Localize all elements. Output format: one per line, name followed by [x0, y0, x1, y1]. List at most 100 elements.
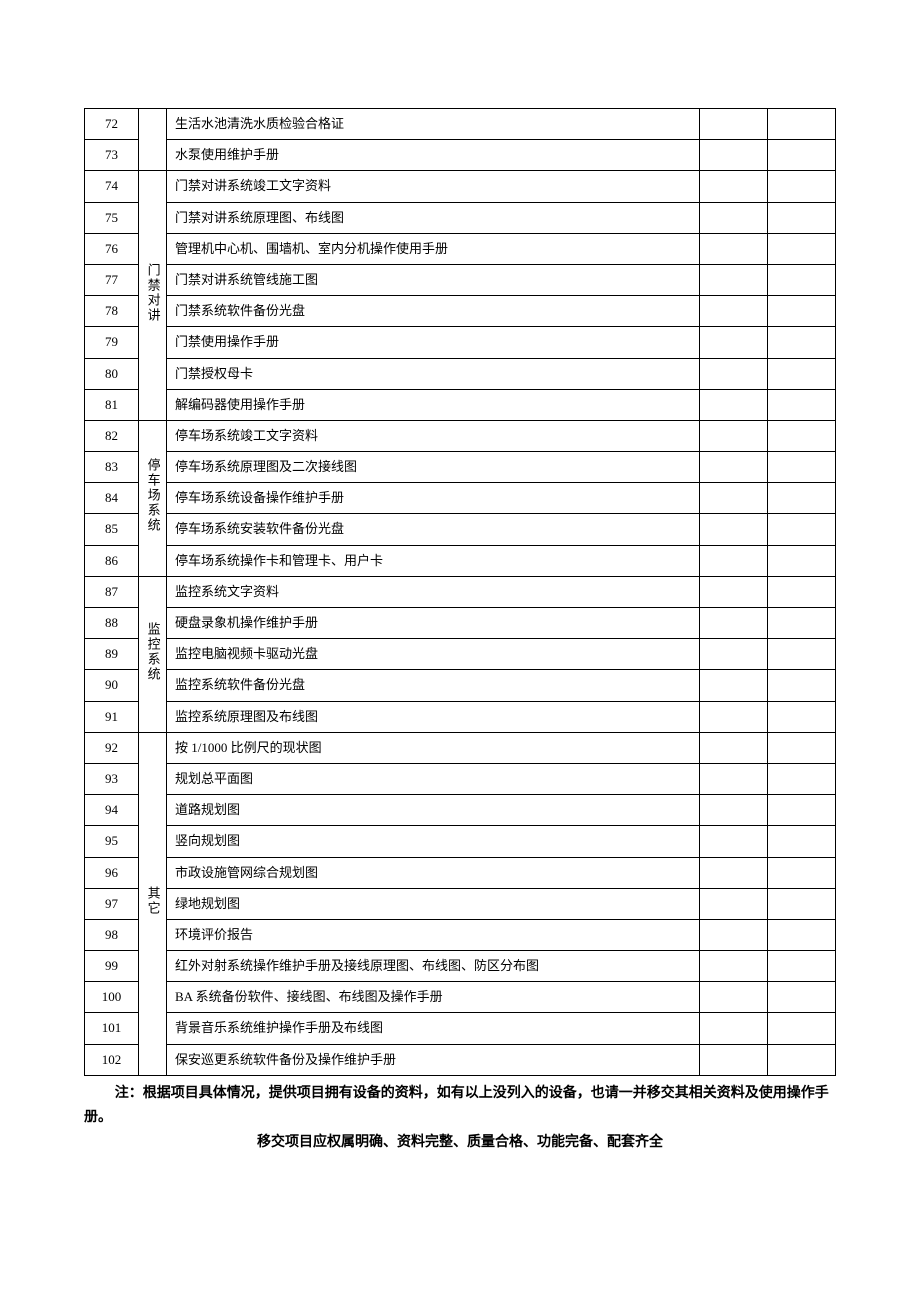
description-cell: 绿地规划图 [167, 888, 700, 919]
document-table: 72生活水池清洗水质检验合格证73 水泵使用维护手册74门禁对讲门禁对讲系统竣工文… [84, 108, 836, 1076]
blank-cell [768, 545, 836, 576]
row-number: 102 [85, 1044, 139, 1075]
blank-cell [768, 826, 836, 857]
blank-cell [700, 919, 768, 950]
blank-cell [768, 420, 836, 451]
category-cell [139, 109, 167, 171]
table-row: 80门禁授权母卡 [85, 358, 836, 389]
description-cell: 监控系统文字资料 [167, 576, 700, 607]
row-number: 100 [85, 982, 139, 1013]
row-number: 72 [85, 109, 139, 140]
category-cell: 门禁对讲 [139, 171, 167, 421]
description-cell: 硬盘录象机操作维护手册 [167, 608, 700, 639]
table-row: 82停车场系统停车场系统竣工文字资料 [85, 420, 836, 451]
blank-cell [768, 171, 836, 202]
row-number: 92 [85, 732, 139, 763]
table-row: 74门禁对讲门禁对讲系统竣工文字资料 [85, 171, 836, 202]
blank-cell [700, 795, 768, 826]
category-label: 停车场系统 [143, 458, 161, 533]
blank-cell [768, 514, 836, 545]
table-row: 99红外对射系统操作维护手册及接线原理图、布线图、防区分布图 [85, 951, 836, 982]
table-row: 72生活水池清洗水质检验合格证 [85, 109, 836, 140]
table-row: 79门禁使用操作手册 [85, 327, 836, 358]
blank-cell [700, 951, 768, 982]
blank-cell [700, 233, 768, 264]
description-cell: 停车场系统操作卡和管理卡、用户卡 [167, 545, 700, 576]
description-cell: 红外对射系统操作维护手册及接线原理图、布线图、防区分布图 [167, 951, 700, 982]
blank-cell [768, 452, 836, 483]
description-cell: 门禁授权母卡 [167, 358, 700, 389]
blank-cell [700, 732, 768, 763]
blank-cell [700, 826, 768, 857]
category-cell: 监控系统 [139, 576, 167, 732]
description-cell: 水泵使用维护手册 [167, 140, 700, 171]
description-cell: 解编码器使用操作手册 [167, 389, 700, 420]
table-row: 73 水泵使用维护手册 [85, 140, 836, 171]
blank-cell [700, 389, 768, 420]
category-cell: 停车场系统 [139, 420, 167, 576]
table-row: 96市政设施管网综合规划图 [85, 857, 836, 888]
table-row: 75 门禁对讲系统原理图、布线图 [85, 202, 836, 233]
blank-cell [700, 888, 768, 919]
blank-cell [768, 358, 836, 389]
row-number: 93 [85, 763, 139, 794]
description-cell: 门禁系统软件备份光盘 [167, 296, 700, 327]
blank-cell [700, 420, 768, 451]
blank-cell [700, 608, 768, 639]
blank-cell [700, 576, 768, 607]
table-row: 101 背景音乐系统维护操作手册及布线图 [85, 1013, 836, 1044]
row-number: 87 [85, 576, 139, 607]
table-row: 98环境评价报告 [85, 919, 836, 950]
blank-cell [768, 233, 836, 264]
category-label: 监控系统 [143, 622, 161, 682]
row-number: 82 [85, 420, 139, 451]
row-number: 78 [85, 296, 139, 327]
row-number: 89 [85, 639, 139, 670]
blank-cell [700, 327, 768, 358]
blank-cell [768, 109, 836, 140]
row-number: 86 [85, 545, 139, 576]
blank-cell [768, 202, 836, 233]
description-cell: 背景音乐系统维护操作手册及布线图 [167, 1013, 700, 1044]
blank-cell [768, 140, 836, 171]
blank-cell [768, 576, 836, 607]
blank-cell [768, 888, 836, 919]
blank-cell [700, 483, 768, 514]
blank-cell [768, 264, 836, 295]
blank-cell [700, 264, 768, 295]
description-cell: BA 系统备份软件、接线图、布线图及操作手册 [167, 982, 700, 1013]
table-row: 92其它按 1/1000 比例尺的现状图 [85, 732, 836, 763]
table-row: 83停车场系统原理图及二次接线图 [85, 452, 836, 483]
table-row: 76管理机中心机、围墙机、室内分机操作使用手册 [85, 233, 836, 264]
blank-cell [768, 483, 836, 514]
table-row: 77门禁对讲系统管线施工图 [85, 264, 836, 295]
description-cell: 监控电脑视频卡驱动光盘 [167, 639, 700, 670]
description-cell: 停车场系统竣工文字资料 [167, 420, 700, 451]
row-number: 98 [85, 919, 139, 950]
table-body: 72生活水池清洗水质检验合格证73 水泵使用维护手册74门禁对讲门禁对讲系统竣工文… [85, 109, 836, 1076]
blank-cell [768, 701, 836, 732]
blank-cell [768, 919, 836, 950]
row-number: 83 [85, 452, 139, 483]
table-row: 85停车场系统安装软件备份光盘 [85, 514, 836, 545]
blank-cell [700, 982, 768, 1013]
row-number: 88 [85, 608, 139, 639]
blank-cell [700, 171, 768, 202]
row-number: 97 [85, 888, 139, 919]
row-number: 101 [85, 1013, 139, 1044]
blank-cell [768, 982, 836, 1013]
row-number: 77 [85, 264, 139, 295]
blank-cell [768, 608, 836, 639]
row-number: 73 [85, 140, 139, 171]
blank-cell [768, 857, 836, 888]
row-number: 75 [85, 202, 139, 233]
blank-cell [768, 732, 836, 763]
table-row: 95竖向规划图 [85, 826, 836, 857]
blank-cell [768, 1044, 836, 1075]
description-cell: 门禁对讲系统原理图、布线图 [167, 202, 700, 233]
table-row: 93规划总平面图 [85, 763, 836, 794]
table-row: 90监控系统软件备份光盘 [85, 670, 836, 701]
table-row: 94道路规划图 [85, 795, 836, 826]
row-number: 81 [85, 389, 139, 420]
footer-notes: 注：根据项目具体情况，提供项目拥有设备的资料，如有以上没列入的设备，也请一并移交… [84, 1082, 836, 1155]
